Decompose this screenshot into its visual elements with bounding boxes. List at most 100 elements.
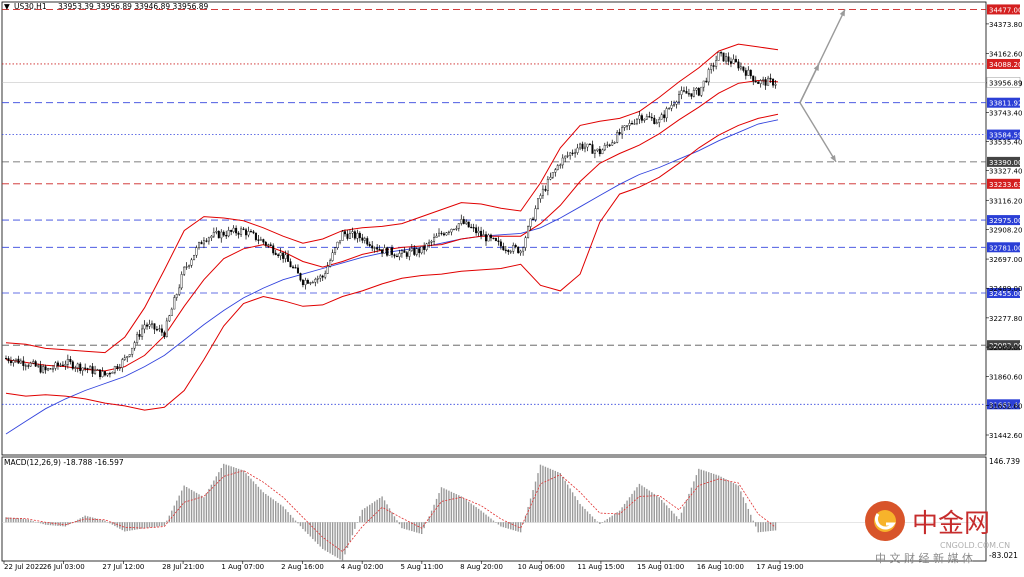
candle-body bbox=[504, 249, 507, 251]
macd-histogram-bar bbox=[628, 497, 631, 523]
macd-histogram-bar bbox=[445, 489, 448, 523]
macd-scale-top: 146.739 bbox=[989, 457, 1020, 466]
candle-body bbox=[541, 188, 544, 196]
macd-histogram-bar bbox=[275, 501, 277, 523]
candle-body bbox=[195, 247, 198, 256]
candle-body bbox=[470, 226, 473, 229]
candle-body bbox=[29, 362, 32, 367]
macd-histogram-bar bbox=[475, 507, 477, 523]
macd-histogram-bar bbox=[12, 517, 15, 523]
candle-body bbox=[301, 279, 304, 286]
macd-histogram-bar bbox=[651, 492, 653, 523]
macd-histogram-bar bbox=[104, 520, 106, 523]
candle-body bbox=[353, 231, 356, 239]
macd-histogram-bar bbox=[176, 500, 178, 523]
price-tick-label: 34373.80 bbox=[989, 21, 1022, 29]
macd-histogram-bar bbox=[339, 522, 341, 560]
macd-histogram-bar bbox=[190, 489, 193, 523]
candle-body bbox=[183, 266, 186, 275]
macd-histogram-bar bbox=[91, 517, 94, 523]
macd-histogram-bar bbox=[529, 498, 532, 523]
macd-histogram-bar bbox=[740, 491, 742, 523]
macd-histogram-bar bbox=[361, 509, 364, 523]
candle-body bbox=[111, 372, 114, 374]
macd-histogram-bar bbox=[141, 522, 143, 529]
macd-histogram-bar bbox=[94, 518, 96, 523]
candle-body bbox=[507, 249, 510, 252]
macd-histogram-bar bbox=[571, 492, 574, 523]
macd-histogram-bar bbox=[366, 506, 368, 523]
candle-body bbox=[197, 242, 200, 248]
candle-body bbox=[692, 89, 695, 97]
macd-histogram-bar bbox=[371, 503, 373, 523]
candle-body bbox=[220, 231, 223, 239]
candle-body bbox=[465, 221, 468, 224]
candle-body bbox=[121, 359, 124, 368]
macd-histogram-bar bbox=[732, 483, 735, 523]
candle-body bbox=[274, 252, 277, 255]
candle-body bbox=[643, 118, 646, 121]
macd-histogram-bar bbox=[388, 508, 391, 523]
candle-body bbox=[66, 358, 69, 365]
macd-histogram-bar bbox=[272, 499, 274, 523]
candle-body bbox=[128, 354, 131, 357]
macd-histogram-bar bbox=[270, 497, 272, 523]
macd-histogram-bar bbox=[326, 522, 329, 552]
candle-body bbox=[611, 142, 614, 146]
candle-body bbox=[514, 245, 517, 248]
candle-body bbox=[472, 227, 475, 229]
macd-histogram-bar bbox=[688, 493, 690, 523]
candle-body bbox=[665, 108, 668, 119]
bollinger-lower-line bbox=[5, 113, 779, 411]
macd-histogram-bar bbox=[15, 518, 17, 523]
macd-histogram-bar bbox=[386, 504, 388, 523]
macd-histogram-bar bbox=[148, 522, 151, 528]
macd-histogram-bar bbox=[626, 500, 628, 523]
price-tick-label: 34162.60 bbox=[989, 51, 1022, 59]
candle-body bbox=[173, 297, 176, 310]
macd-histogram-bar bbox=[131, 522, 133, 531]
candle-body bbox=[346, 233, 349, 239]
price-tick-label: 33116.20 bbox=[989, 197, 1022, 205]
time-tick-label: 4 Aug 02:00 bbox=[341, 563, 384, 571]
candle-body bbox=[502, 246, 505, 251]
macd-histogram-bar bbox=[433, 504, 435, 523]
macd-histogram-bar bbox=[700, 469, 702, 523]
time-tick-label: 16 Aug 10:00 bbox=[697, 563, 744, 571]
candle-body bbox=[576, 147, 579, 153]
macd-histogram-bar bbox=[252, 481, 255, 523]
candle-body bbox=[722, 52, 725, 62]
price-tick-label: 31860.60 bbox=[989, 373, 1022, 381]
candle-body bbox=[410, 248, 413, 251]
macd-histogram-bar bbox=[675, 516, 678, 523]
macd-histogram-bar bbox=[727, 480, 730, 523]
candle-body bbox=[564, 155, 567, 159]
macd-histogram-bar bbox=[512, 522, 514, 531]
macd-histogram-bar bbox=[480, 510, 482, 523]
macd-histogram-bar bbox=[497, 522, 500, 525]
candle-body bbox=[84, 367, 87, 369]
macd-histogram-bar bbox=[393, 516, 396, 523]
macd-histogram-bar bbox=[710, 473, 712, 523]
macd-histogram-bar bbox=[611, 515, 613, 523]
macd-histogram-bar bbox=[500, 522, 502, 527]
candle-body bbox=[27, 365, 30, 367]
candle-body bbox=[554, 169, 557, 173]
macd-histogram-bar bbox=[133, 522, 136, 530]
candle-body bbox=[32, 361, 35, 364]
macd-histogram-bar bbox=[470, 503, 472, 523]
level-label: 33811.92 bbox=[989, 100, 1022, 108]
candle-body bbox=[59, 364, 62, 366]
macd-histogram-bar bbox=[304, 522, 307, 532]
candle-body bbox=[22, 360, 25, 366]
header-arrow[interactable]: ▼ bbox=[4, 2, 10, 11]
macd-histogram-bar bbox=[20, 518, 22, 523]
candle-body bbox=[640, 115, 643, 121]
macd-histogram-bar bbox=[618, 510, 621, 523]
macd-histogram-bar bbox=[715, 474, 717, 523]
macd-histogram-bar bbox=[742, 497, 745, 523]
macd-histogram-bar bbox=[146, 522, 148, 528]
macd-histogram-bar bbox=[143, 522, 146, 529]
macd-histogram-bar bbox=[329, 522, 331, 554]
